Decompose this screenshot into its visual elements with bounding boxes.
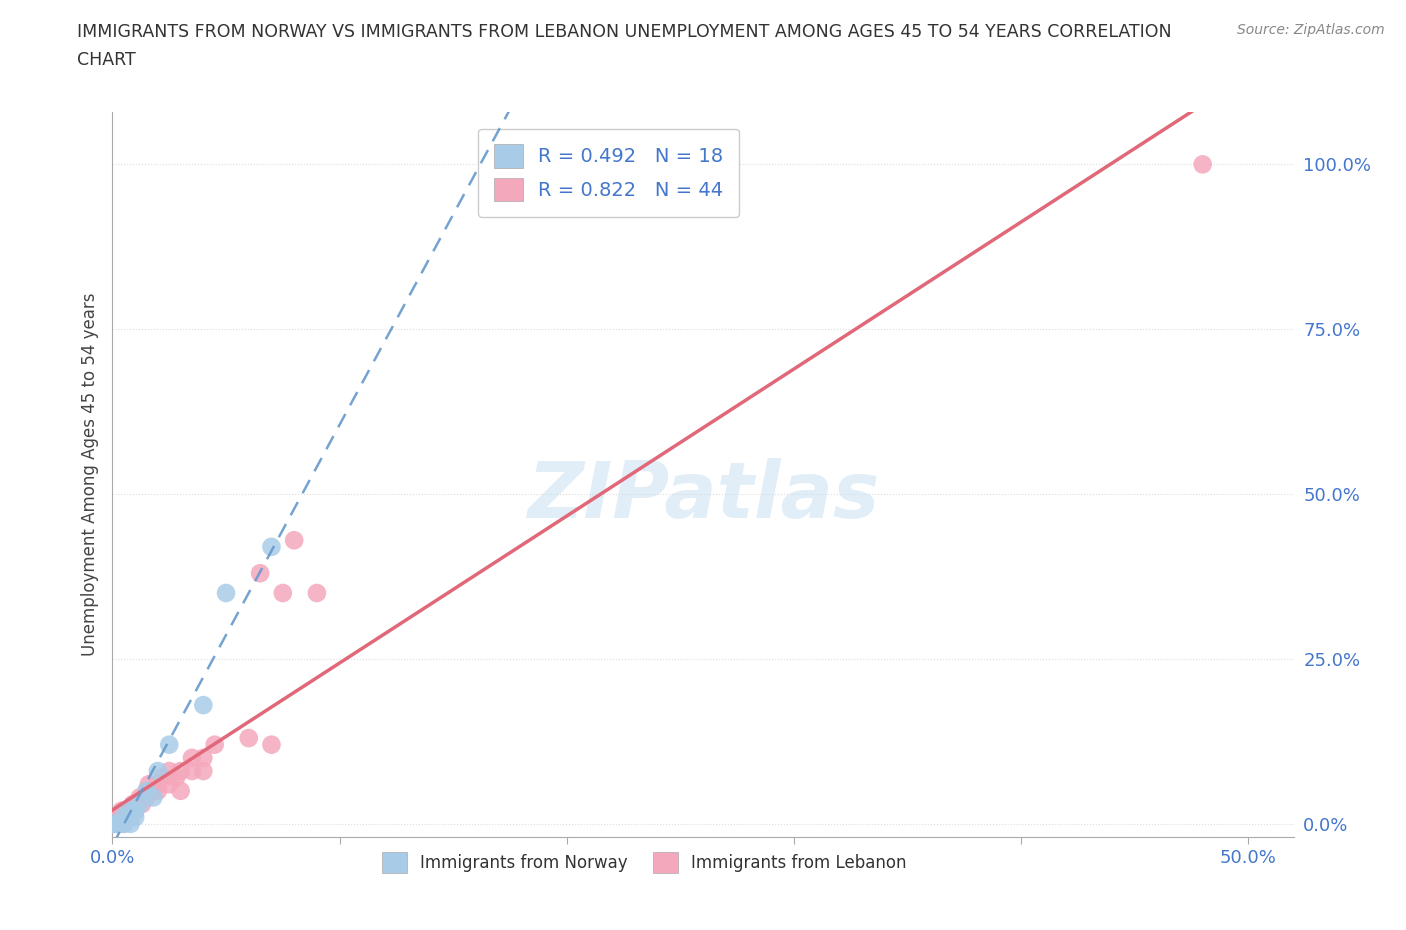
Text: ZIPatlas: ZIPatlas	[527, 458, 879, 534]
Point	[124, 804, 146, 818]
Point	[152, 770, 174, 785]
Point	[204, 737, 226, 752]
Point	[165, 770, 187, 785]
Point	[260, 737, 283, 752]
Point	[260, 539, 283, 554]
Point	[142, 783, 165, 798]
Point	[238, 731, 260, 746]
Point	[146, 783, 169, 798]
Point	[115, 804, 138, 818]
Point	[181, 751, 204, 765]
Point	[157, 777, 180, 791]
Point	[112, 810, 135, 825]
Point	[101, 817, 124, 831]
Text: CHART: CHART	[77, 51, 136, 69]
Point	[112, 817, 135, 831]
Point	[135, 783, 157, 798]
Point	[101, 817, 124, 831]
Point	[249, 565, 271, 580]
Point	[105, 817, 128, 831]
Point	[124, 797, 146, 812]
Text: Source: ZipAtlas.com: Source: ZipAtlas.com	[1237, 23, 1385, 37]
Point	[112, 817, 135, 831]
Point	[157, 764, 180, 778]
Point	[112, 810, 135, 825]
Point	[169, 783, 191, 798]
Point	[108, 817, 131, 831]
Point	[101, 817, 124, 831]
Point	[271, 586, 294, 601]
Point	[120, 817, 142, 831]
Point	[157, 737, 180, 752]
Point	[142, 790, 165, 804]
Point	[108, 817, 131, 831]
Point	[128, 797, 150, 812]
Point	[135, 790, 157, 804]
Text: IMMIGRANTS FROM NORWAY VS IMMIGRANTS FROM LEBANON UNEMPLOYMENT AMONG AGES 45 TO : IMMIGRANTS FROM NORWAY VS IMMIGRANTS FRO…	[77, 23, 1173, 41]
Point	[122, 797, 145, 812]
Point	[117, 810, 139, 825]
Point	[215, 586, 238, 601]
Point	[146, 764, 169, 778]
Point	[105, 817, 128, 831]
Point	[117, 804, 139, 818]
Point	[193, 751, 215, 765]
Legend: Immigrants from Norway, Immigrants from Lebanon: Immigrants from Norway, Immigrants from …	[375, 845, 912, 880]
Point	[110, 804, 132, 818]
Point	[108, 810, 131, 825]
Point	[169, 764, 191, 778]
Point	[146, 777, 169, 791]
Point	[105, 810, 128, 825]
Point	[181, 764, 204, 778]
Point	[135, 783, 157, 798]
Point	[101, 810, 124, 825]
Point	[131, 797, 153, 812]
Point	[193, 764, 215, 778]
Point	[128, 790, 150, 804]
Point	[193, 698, 215, 712]
Y-axis label: Unemployment Among Ages 45 to 54 years: Unemployment Among Ages 45 to 54 years	[80, 293, 98, 656]
Point	[124, 804, 146, 818]
Point	[1191, 157, 1213, 172]
Point	[101, 817, 124, 831]
Point	[104, 817, 127, 831]
Point	[101, 817, 124, 831]
Point	[138, 777, 160, 791]
Point	[305, 586, 328, 601]
Point	[283, 533, 305, 548]
Point	[124, 810, 146, 825]
Point	[120, 804, 142, 818]
